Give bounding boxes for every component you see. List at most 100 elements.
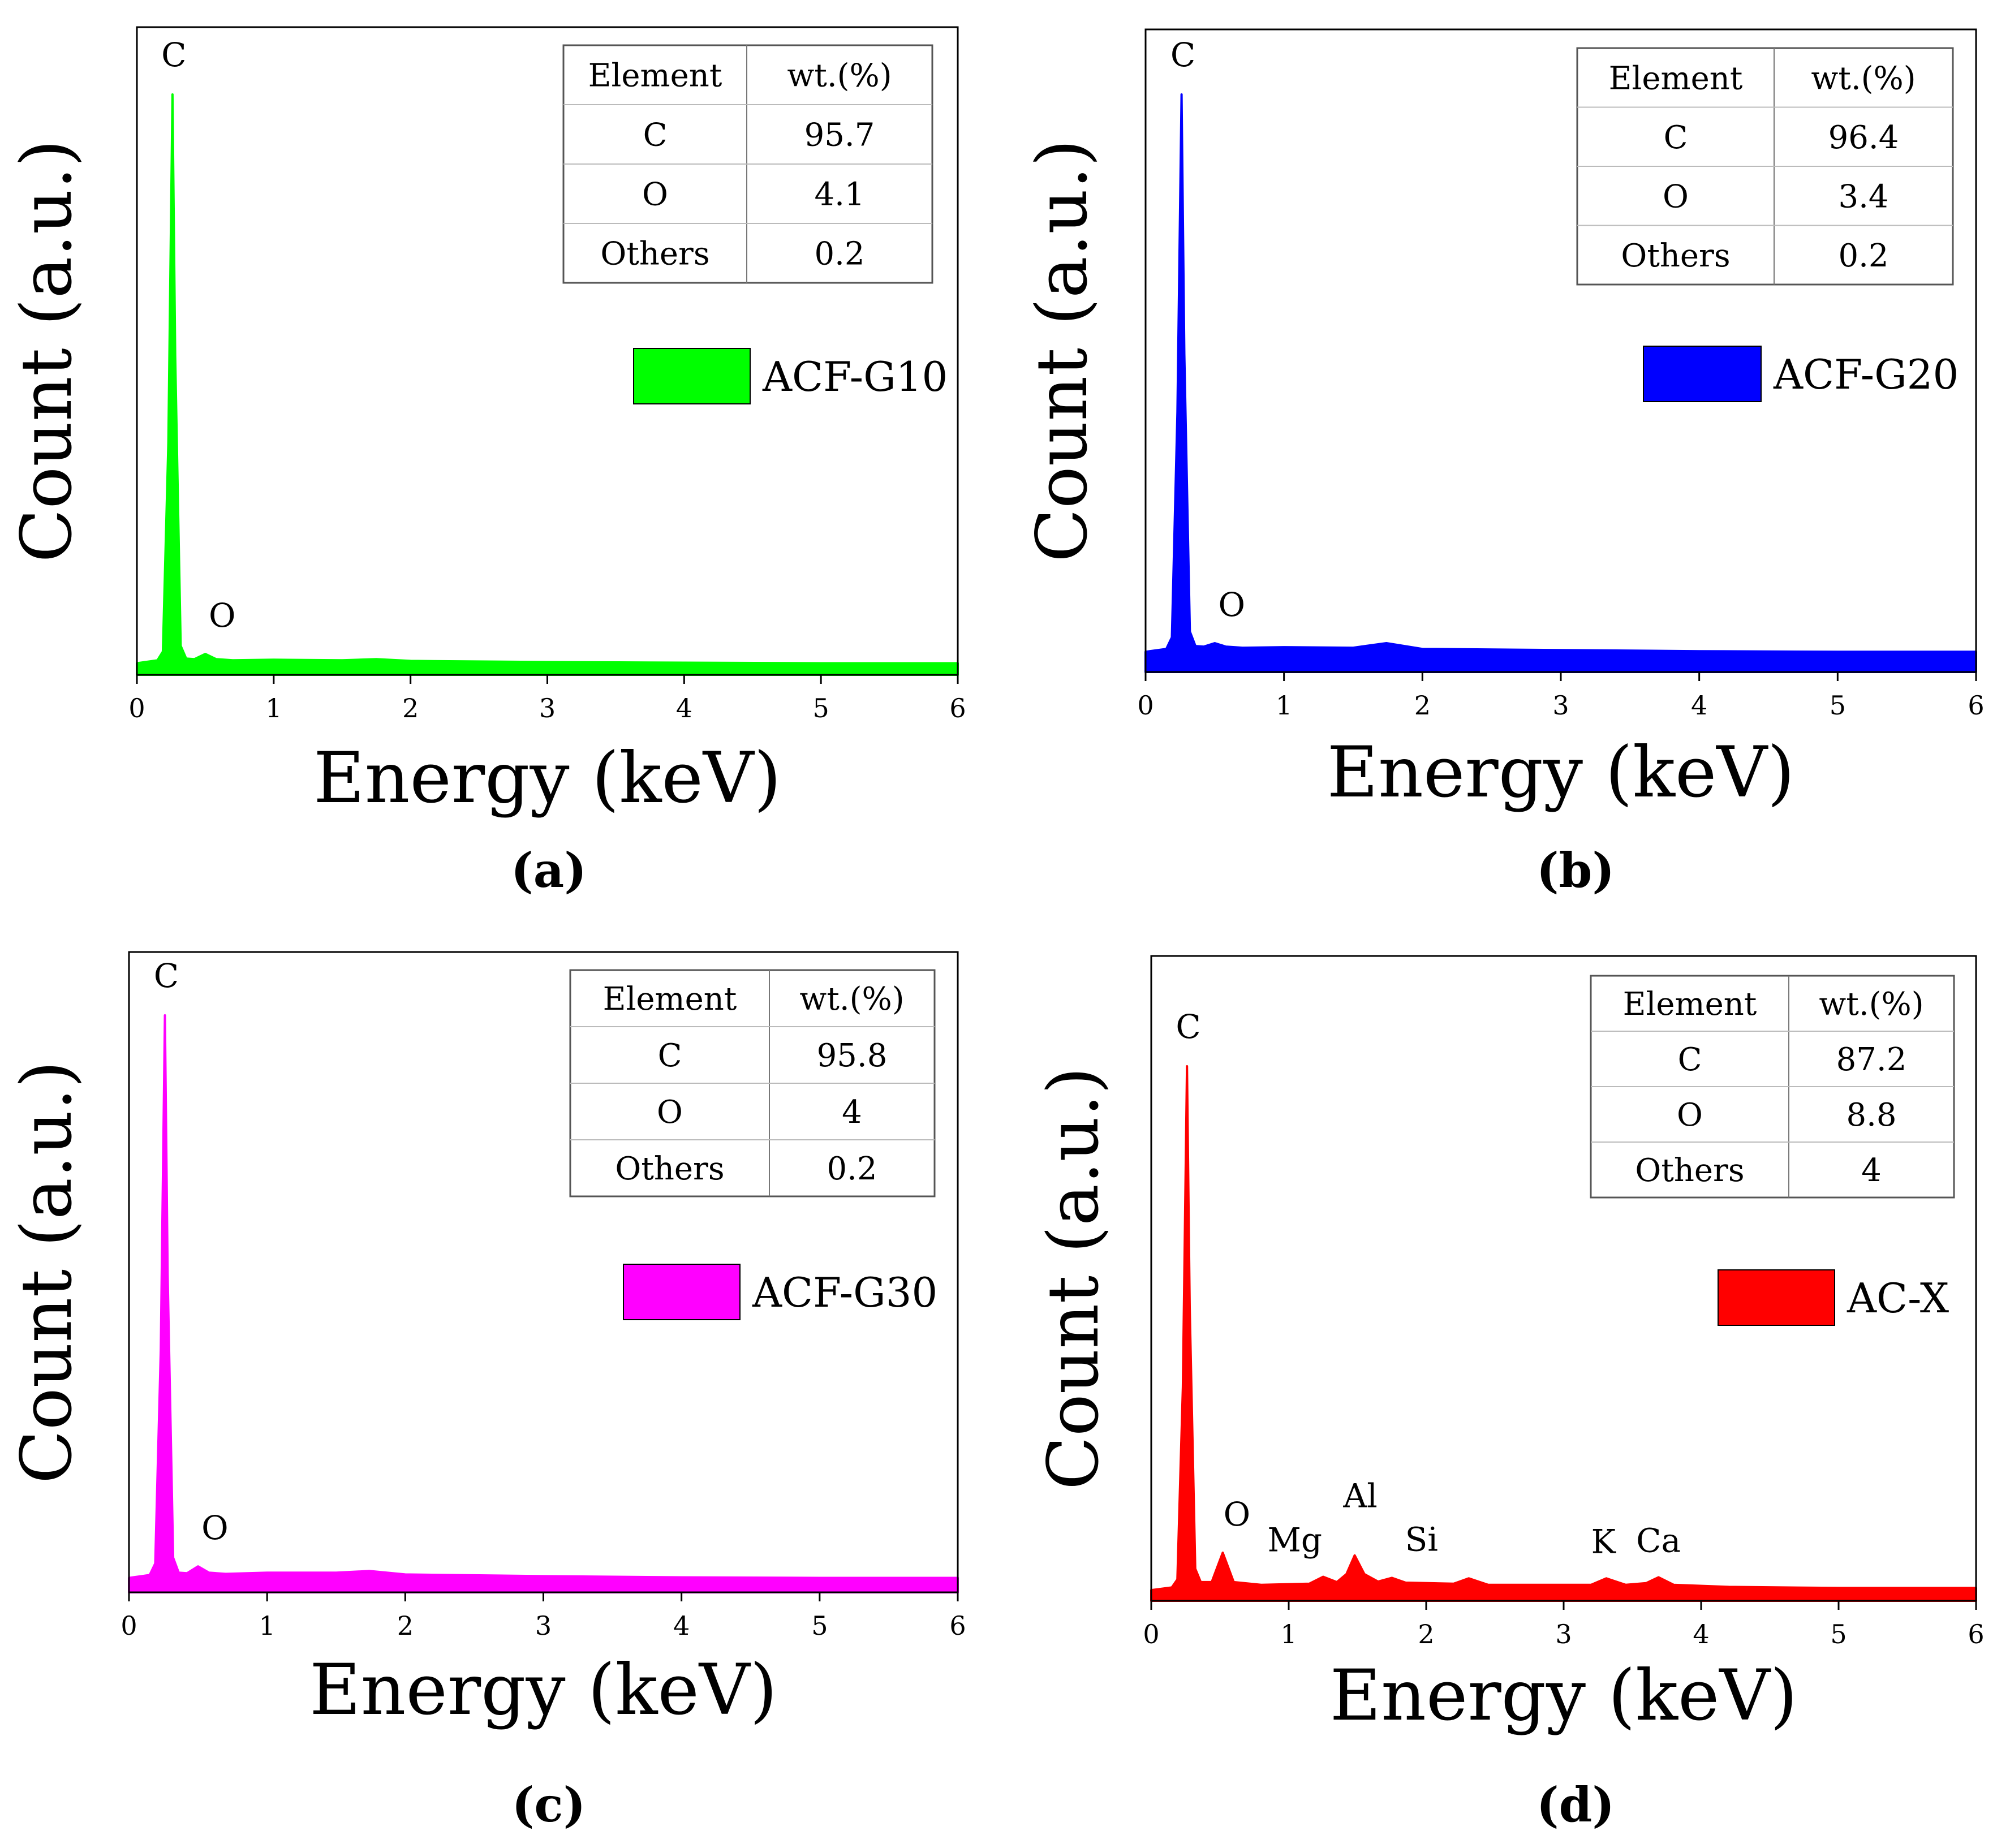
y-axis-title: Count (a.u.) (1033, 1067, 1114, 1490)
x-tick-label: 2 (1414, 690, 1431, 721)
table-cell-value: 96.4 (1828, 119, 1899, 156)
table-cell-element: C (1678, 1041, 1702, 1078)
composition-table: Element wt.(%) C 95.8 O 4 Others 0.2 (569, 969, 936, 1197)
table-cell-element: Others (1635, 1152, 1744, 1189)
x-tick-label: 1 (265, 693, 282, 723)
x-tick-label: 5 (1830, 690, 1846, 721)
x-tick-label: 5 (1830, 1619, 1847, 1649)
table-header-wt: wt.(%) (1811, 60, 1916, 97)
table-header-element: Element (603, 981, 737, 1018)
table-cell-value: 4 (842, 1094, 862, 1131)
spectrum-area (128, 1014, 959, 1593)
table-cell-value: 95.8 (817, 1037, 888, 1074)
table-cell-value: 4.1 (814, 176, 864, 213)
x-tick-label: 4 (1693, 1619, 1709, 1649)
table-header-wt: wt.(%) (1819, 986, 1923, 1023)
legend-swatch (1643, 346, 1762, 402)
panel-label: (b) (1536, 842, 1615, 898)
peak-label: Al (1342, 1477, 1377, 1515)
table-cell-element: Others (1621, 238, 1730, 274)
x-tick-label: 3 (1552, 690, 1569, 721)
x-tick-label: 4 (676, 693, 692, 723)
table-header-wt: wt.(%) (787, 58, 892, 94)
x-axis-title: Energy (keV) (1327, 732, 1795, 813)
spectrum-area (1144, 93, 1977, 673)
spectrum-area (1150, 1065, 1977, 1602)
x-axis-title: Energy (keV) (1330, 1655, 1798, 1737)
peak-label: O (201, 1509, 229, 1547)
x-tick-label: 4 (1691, 690, 1707, 721)
table-cell-value: 4 (1861, 1152, 1882, 1189)
x-tick-label: 3 (535, 1610, 552, 1641)
y-axis-title: Count (a.u.) (1022, 139, 1103, 562)
peak-label: O (1224, 1495, 1251, 1533)
table-cell-value: 3.4 (1838, 178, 1888, 215)
legend-swatch (1718, 1269, 1835, 1326)
table-header-element: Element (1609, 60, 1743, 97)
table-header-element: Element (1623, 986, 1757, 1023)
x-tick-label: 2 (397, 1610, 414, 1641)
x-tick-label: 1 (259, 1610, 276, 1641)
table-cell-element: Others (600, 236, 709, 273)
x-tick-label: 6 (1968, 690, 1984, 721)
legend-label: ACF-G10 (762, 353, 948, 400)
x-tick-label: 1 (1280, 1619, 1297, 1649)
x-tick-label: 5 (811, 1610, 828, 1641)
x-tick-label: 0 (1143, 1619, 1159, 1649)
y-axis-title: Count (a.u.) (6, 140, 88, 563)
table-header-wt: wt.(%) (799, 981, 904, 1018)
peak-label: C (161, 36, 186, 74)
legend-label: AC-X (1847, 1274, 1949, 1322)
table-cell-value: 0.2 (1838, 238, 1888, 274)
table-cell-element: C (658, 1037, 682, 1074)
table-cell-value: 87.2 (1836, 1041, 1907, 1078)
spectrum-area (136, 93, 959, 676)
x-tick-label: 0 (128, 693, 145, 723)
x-tick-label: 0 (1137, 690, 1154, 721)
x-tick-label: 4 (673, 1610, 690, 1641)
table-cell-element: C (643, 117, 668, 154)
peak-label: O (209, 596, 236, 635)
y-axis-title: Count (a.u.) (6, 1061, 88, 1484)
legend-label: ACF-G30 (752, 1269, 937, 1316)
panel-label: (a) (511, 842, 587, 898)
panel-label: (c) (512, 1777, 586, 1833)
legend-swatch (623, 1264, 741, 1320)
x-tick-label: 6 (1968, 1619, 1984, 1649)
peak-label: C (1170, 36, 1195, 74)
legend-label: ACF-G20 (1773, 351, 1959, 398)
peak-label: C (154, 957, 179, 995)
legend-swatch (633, 348, 751, 404)
table-cell-element: C (1664, 119, 1688, 156)
peak-label: Ca (1636, 1521, 1681, 1560)
table-cell-value: 95.7 (804, 117, 875, 154)
x-tick-label: 0 (120, 1610, 137, 1641)
x-axis-title: Energy (keV) (309, 1649, 777, 1731)
table-header-element: Element (588, 58, 722, 94)
composition-table: Element wt.(%) C 96.4 O 3.4 Others 0.2 (1576, 47, 1954, 286)
x-tick-label: 3 (539, 693, 556, 723)
x-tick-label: 3 (1555, 1619, 1572, 1649)
table-cell-element: O (642, 176, 668, 213)
table-cell-value: 8.8 (1846, 1097, 1896, 1134)
panel-label: (d) (1536, 1777, 1615, 1833)
x-tick-label: 2 (1418, 1619, 1434, 1649)
peak-label: Mg (1267, 1520, 1322, 1559)
x-tick-label: 6 (949, 693, 966, 723)
peak-label: C (1176, 1007, 1200, 1046)
table-cell-element: O (1677, 1097, 1703, 1134)
table-cell-element: O (1663, 178, 1689, 215)
x-axis-title: Energy (keV) (313, 738, 781, 819)
x-tick-label: 5 (813, 693, 829, 723)
peak-label: K (1591, 1522, 1617, 1561)
composition-table: Element wt.(%) C 95.7 O 4.1 Others 0.2 (562, 44, 933, 284)
table-cell-element: Others (615, 1151, 724, 1187)
peak-label: O (1218, 585, 1245, 624)
x-tick-label: 2 (402, 693, 419, 723)
x-tick-label: 1 (1276, 690, 1292, 721)
